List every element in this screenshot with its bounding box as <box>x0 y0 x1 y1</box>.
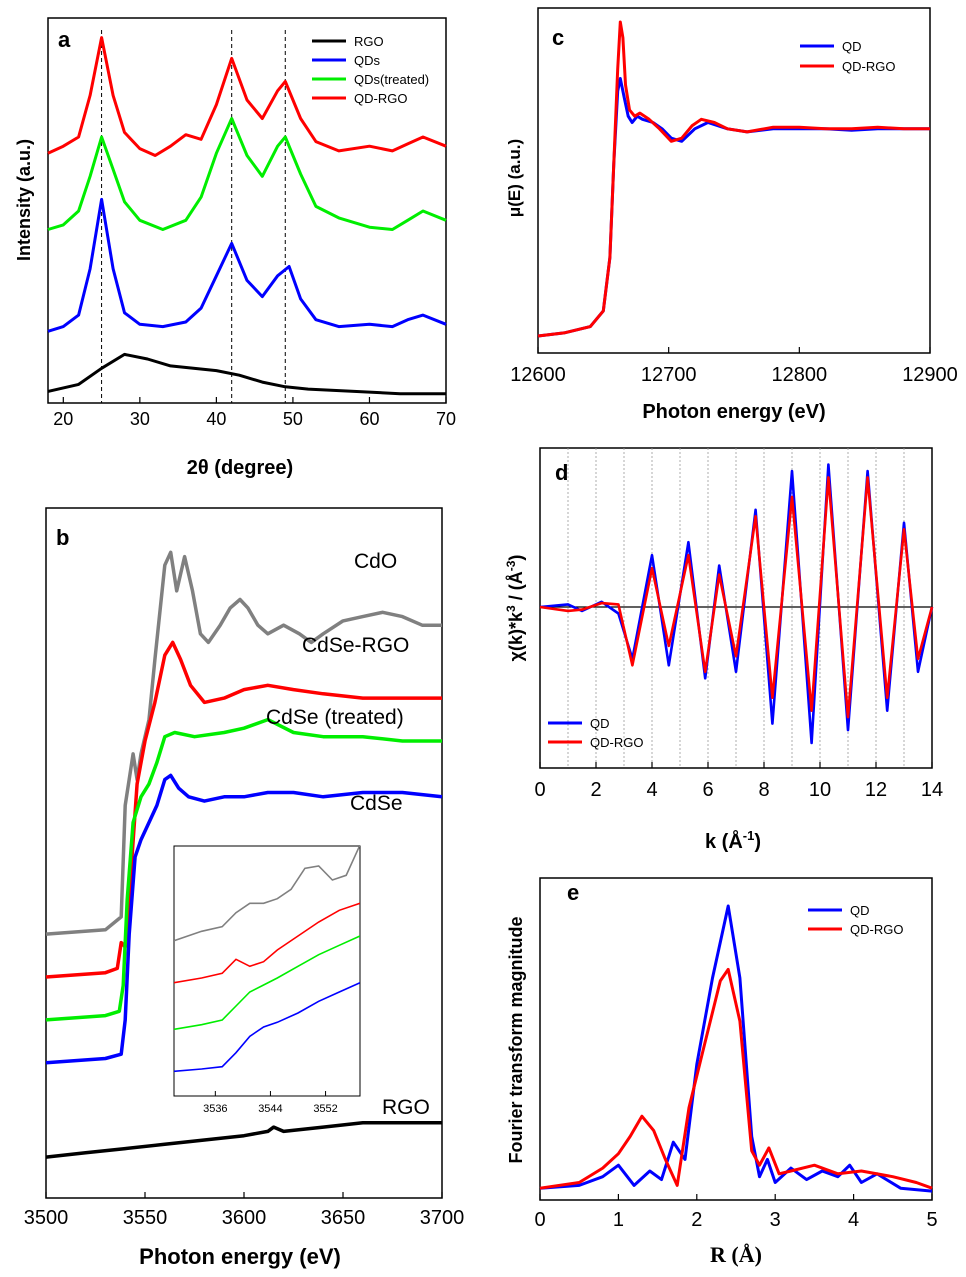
panel-b-x-label: Photon energy (eV) <box>139 1244 341 1269</box>
panel-a-reference-lines <box>102 30 286 403</box>
panel-c-letter: c <box>552 25 564 50</box>
panel-b-x-tick-label: 3650 <box>321 1207 366 1229</box>
panel-b-x-tick-label: 3500 <box>24 1207 69 1229</box>
panel-e-x-tick-label: 1 <box>613 1209 624 1231</box>
panel-d-y-label: χ(k)*k3 / (Å-3) <box>504 555 526 662</box>
panel-a-x-tick-label: 40 <box>206 409 226 429</box>
panel-d-legend-label: QD <box>590 716 610 731</box>
panel-b-inset-frame <box>174 846 360 1096</box>
panel-a-series-qds-treated <box>48 119 446 230</box>
panel-e-x-tick-label: 5 <box>926 1209 937 1231</box>
panel-c-x-label: Photon energy (eV) <box>642 401 825 423</box>
panel-c: c 12600 12700 12800 12900 QD QD-RGO Photon e… <box>505 8 958 423</box>
panel-c-legend-label: QD <box>842 39 862 54</box>
panel-e-x-tick-label: 0 <box>534 1209 545 1231</box>
panel-a-letter: a <box>58 27 71 52</box>
panel-e-series-qd <box>540 906 932 1191</box>
panel-e-series <box>540 906 932 1191</box>
panel-a-x-ticks: 20 30 40 50 60 70 <box>53 397 456 429</box>
panel-b-x-tick-label: 3600 <box>222 1207 267 1229</box>
panel-e-letter: e <box>567 880 579 905</box>
panel-d-x-tick-label: 2 <box>590 779 601 801</box>
panel-c-x-tick-label: 12600 <box>510 364 566 386</box>
panel-a-x-label: 2θ (degree) <box>187 457 293 479</box>
panel-b-curve-label-rgo: RGO <box>382 1096 430 1119</box>
panel-d: d 0 2 4 6 8 10 12 14 QD QD-RGO k (Å-1) χ(k)*k3 /… <box>504 448 943 853</box>
panel-b-curve-label-cdo: CdO <box>354 550 397 573</box>
panel-a-x-tick-label: 30 <box>130 409 150 429</box>
panel-a-x-tick-label: 20 <box>53 409 73 429</box>
panel-b-curve-label-cdse-rgo: CdSe-RGO <box>302 634 409 657</box>
panel-a-legend: RGO QDs QDs(treated) QD-RGO <box>312 34 429 106</box>
panel-a-x-tick-label: 60 <box>359 409 379 429</box>
panel-a-legend-label: RGO <box>354 34 384 49</box>
panel-b-inset-tick-label: 3544 <box>258 1103 282 1115</box>
panel-e-y-label: Fourier transform magnitude <box>506 916 526 1163</box>
panel-e-x-tick-label: 4 <box>848 1209 859 1231</box>
panel-d-x-tick-label: 14 <box>921 779 943 801</box>
panel-c-legend: QD QD-RGO <box>800 39 895 74</box>
panel-d-x-tick-label: 0 <box>534 779 545 801</box>
panel-d-x-tick-label: 10 <box>809 779 831 801</box>
panel-a-x-tick-label: 50 <box>283 409 303 429</box>
panel-d-legend-label: QD-RGO <box>590 735 643 750</box>
panel-b-letter: b <box>56 525 69 550</box>
panel-c-x-tick-label: 12900 <box>902 364 958 386</box>
panel-a: a 20 30 40 50 60 70 RGOQDsQDs(treated)QD-RGO … <box>14 18 456 479</box>
panel-b-curve-label-cdse: CdSe <box>350 792 403 815</box>
panel-d-letter: d <box>555 460 568 485</box>
panel-e-legend-label: QD-RGO <box>850 922 903 937</box>
panel-e-x-tick-label: 2 <box>691 1209 702 1231</box>
panel-e-legend-label: QD <box>850 903 870 918</box>
panel-b-x-tick-label: 3700 <box>420 1207 465 1229</box>
panel-b-inset-tick-label: 3536 <box>203 1103 227 1115</box>
panel-a-y-label: Intensity (a.u.) <box>14 139 34 261</box>
panel-e-x-label: R (Å) <box>710 1242 762 1267</box>
panel-a-series-rgo <box>48 354 446 393</box>
panel-e-x-tick-label: 3 <box>770 1209 781 1231</box>
panel-b-inset: 3536 3544 3552 <box>174 845 360 1115</box>
panel-e: e 0 1 2 3 4 5 QD QD-RGO R (Å) Fourier transfor… <box>506 878 938 1267</box>
panel-d-x-tick-label: 12 <box>865 779 887 801</box>
panel-d-x-tick-label: 4 <box>646 779 657 801</box>
panel-c-y-label: μ(E) (a.u.) <box>505 139 524 217</box>
panel-d-x-tick-label: 6 <box>702 779 713 801</box>
panel-b-x-tick-label: 3550 <box>123 1207 168 1229</box>
panel-a-series-qds <box>48 199 446 331</box>
panel-a-x-tick-label: 70 <box>436 409 456 429</box>
panel-e-series-qd-rgo <box>540 969 932 1188</box>
panel-d-x-tick-label: 8 <box>758 779 769 801</box>
panel-a-legend-label: QD-RGO <box>354 91 407 106</box>
panel-b: b CdO CdSe-RGO CdSe (treated) CdSe RGO 3500 3… <box>24 508 465 1269</box>
panel-c-x-tick-label: 12700 <box>641 364 697 386</box>
panel-a-legend-label: QDs(treated) <box>354 72 429 87</box>
panel-b-inset-tick-label: 3552 <box>313 1103 337 1115</box>
panel-c-series-qd <box>538 79 930 337</box>
panel-b-series-rgo <box>46 1123 442 1157</box>
panel-b-curve-label-cdse-treated: CdSe (treated) <box>266 706 404 729</box>
panel-c-x-tick-label: 12800 <box>772 364 828 386</box>
panel-a-legend-label: QDs <box>354 53 381 68</box>
panel-d-x-label: k (Å-1) <box>705 828 761 853</box>
panel-e-legend: QD QD-RGO <box>808 903 903 937</box>
panel-c-legend-label: QD-RGO <box>842 59 895 74</box>
